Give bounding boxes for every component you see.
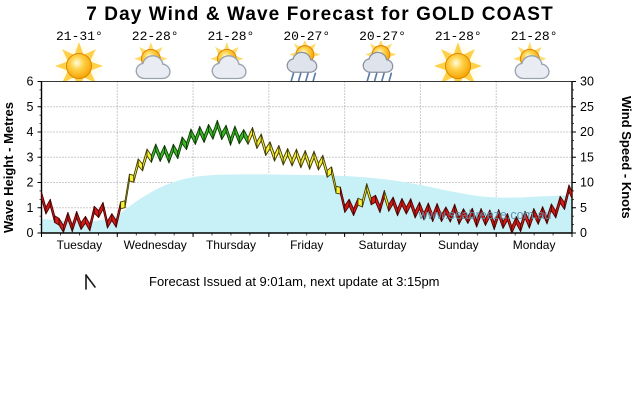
svg-text:2: 2 — [27, 176, 34, 190]
svg-text:25: 25 — [580, 100, 594, 114]
svg-text:10: 10 — [580, 176, 594, 190]
svg-text:www.seabreeze.com.au: www.seabreeze.com.au — [418, 208, 552, 222]
svg-text:5: 5 — [580, 201, 587, 215]
svg-text:15: 15 — [580, 150, 594, 164]
svg-text:3: 3 — [27, 150, 34, 164]
svg-text:4: 4 — [27, 125, 34, 139]
svg-text:30: 30 — [580, 75, 594, 89]
svg-text:Monday: Monday — [513, 238, 556, 252]
svg-text:5: 5 — [27, 100, 34, 114]
svg-text:Sunday: Sunday — [438, 238, 479, 252]
svg-text:0: 0 — [27, 226, 34, 240]
svg-text:Saturday: Saturday — [359, 238, 407, 252]
svg-text:0: 0 — [580, 226, 587, 240]
svg-text:20: 20 — [580, 125, 594, 139]
svg-text:Thursday: Thursday — [206, 238, 256, 252]
svg-text:Tuesday: Tuesday — [57, 238, 103, 252]
svg-text:6: 6 — [27, 75, 34, 89]
svg-text:Friday: Friday — [290, 238, 323, 252]
svg-text:1: 1 — [27, 201, 34, 215]
svg-text:Wednesday: Wednesday — [124, 238, 187, 252]
